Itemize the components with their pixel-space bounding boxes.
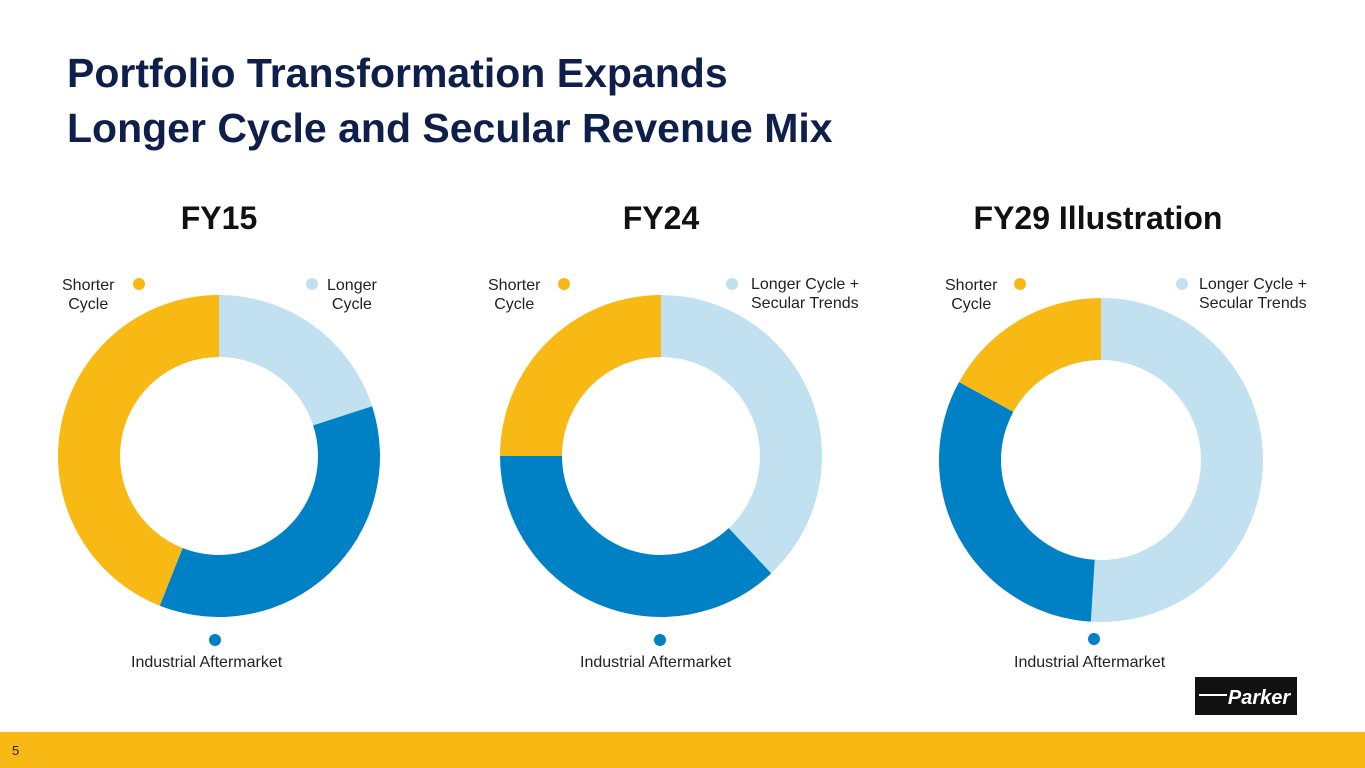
label-aftermarket-fy15: Industrial Aftermarket bbox=[131, 654, 283, 671]
legend-dot-aftermarket-fy24 bbox=[654, 634, 666, 646]
legend-dot-shorter-fy29 bbox=[1014, 278, 1026, 290]
legend-dot-aftermarket-fy15 bbox=[209, 634, 221, 646]
footer-bar bbox=[0, 732, 1365, 768]
donut-slice-industrial-aftermarket bbox=[499, 456, 772, 618]
donut-fy15 bbox=[57, 295, 380, 618]
donut-slice-longer-cycle-secular-trends bbox=[1090, 298, 1263, 623]
label-longer-cycle-fy29: Longer Cycle + Secular Trends bbox=[1199, 276, 1308, 312]
donut-slice-shorter-cycle bbox=[500, 295, 661, 456]
slide-title: Portfolio Transformation Expands Longer … bbox=[67, 46, 833, 156]
legend-dot-aftermarket-fy29 bbox=[1088, 633, 1100, 645]
label-aftermarket-fy24: Industrial Aftermarket bbox=[580, 654, 732, 671]
label-shorter-cycle-fy29: Shorter Cycle bbox=[945, 277, 998, 313]
donut-slice-industrial-aftermarket bbox=[159, 406, 380, 618]
logo-text: Parker bbox=[1228, 687, 1291, 709]
legend-dot-longer-fy29 bbox=[1176, 278, 1188, 290]
legend-dot-longer-fy24 bbox=[726, 278, 738, 290]
label-longer-cycle-fy24: Longer Cycle + Secular Trends bbox=[751, 276, 860, 312]
legend-dot-shorter-fy24 bbox=[558, 278, 570, 290]
label-shorter-cycle-fy24: Shorter Cycle bbox=[488, 277, 541, 313]
chart-title-fy24: FY24 bbox=[622, 200, 700, 236]
donut-fy29 bbox=[939, 298, 1263, 623]
label-aftermarket-fy29: Industrial Aftermarket bbox=[1014, 654, 1166, 671]
donut-slice-industrial-aftermarket bbox=[939, 381, 1095, 622]
donut-slice-longer-cycle-secular-trends bbox=[661, 295, 822, 574]
donut-slice-longer-cycle bbox=[219, 295, 373, 426]
donut-fy24 bbox=[499, 295, 822, 618]
page-number: 5 bbox=[12, 743, 20, 758]
label-shorter-cycle-fy15: Shorter Cycle bbox=[62, 277, 115, 313]
title-line-1: Portfolio Transformation Expands bbox=[67, 50, 728, 96]
legend-dot-shorter-fy15 bbox=[133, 278, 145, 290]
title-line-2: Longer Cycle and Secular Revenue Mix bbox=[67, 105, 833, 151]
legend-dot-longer-fy15 bbox=[306, 278, 318, 290]
chart-title-fy29: FY29 Illustration bbox=[973, 200, 1223, 236]
label-longer-cycle-fy15: Longer Cycle bbox=[327, 277, 377, 313]
donut-slice-shorter-cycle bbox=[959, 298, 1101, 412]
donut-slice-shorter-cycle bbox=[57, 295, 219, 606]
parker-logo: Parker bbox=[1195, 677, 1297, 715]
chart-title-fy15: FY15 bbox=[180, 200, 258, 236]
